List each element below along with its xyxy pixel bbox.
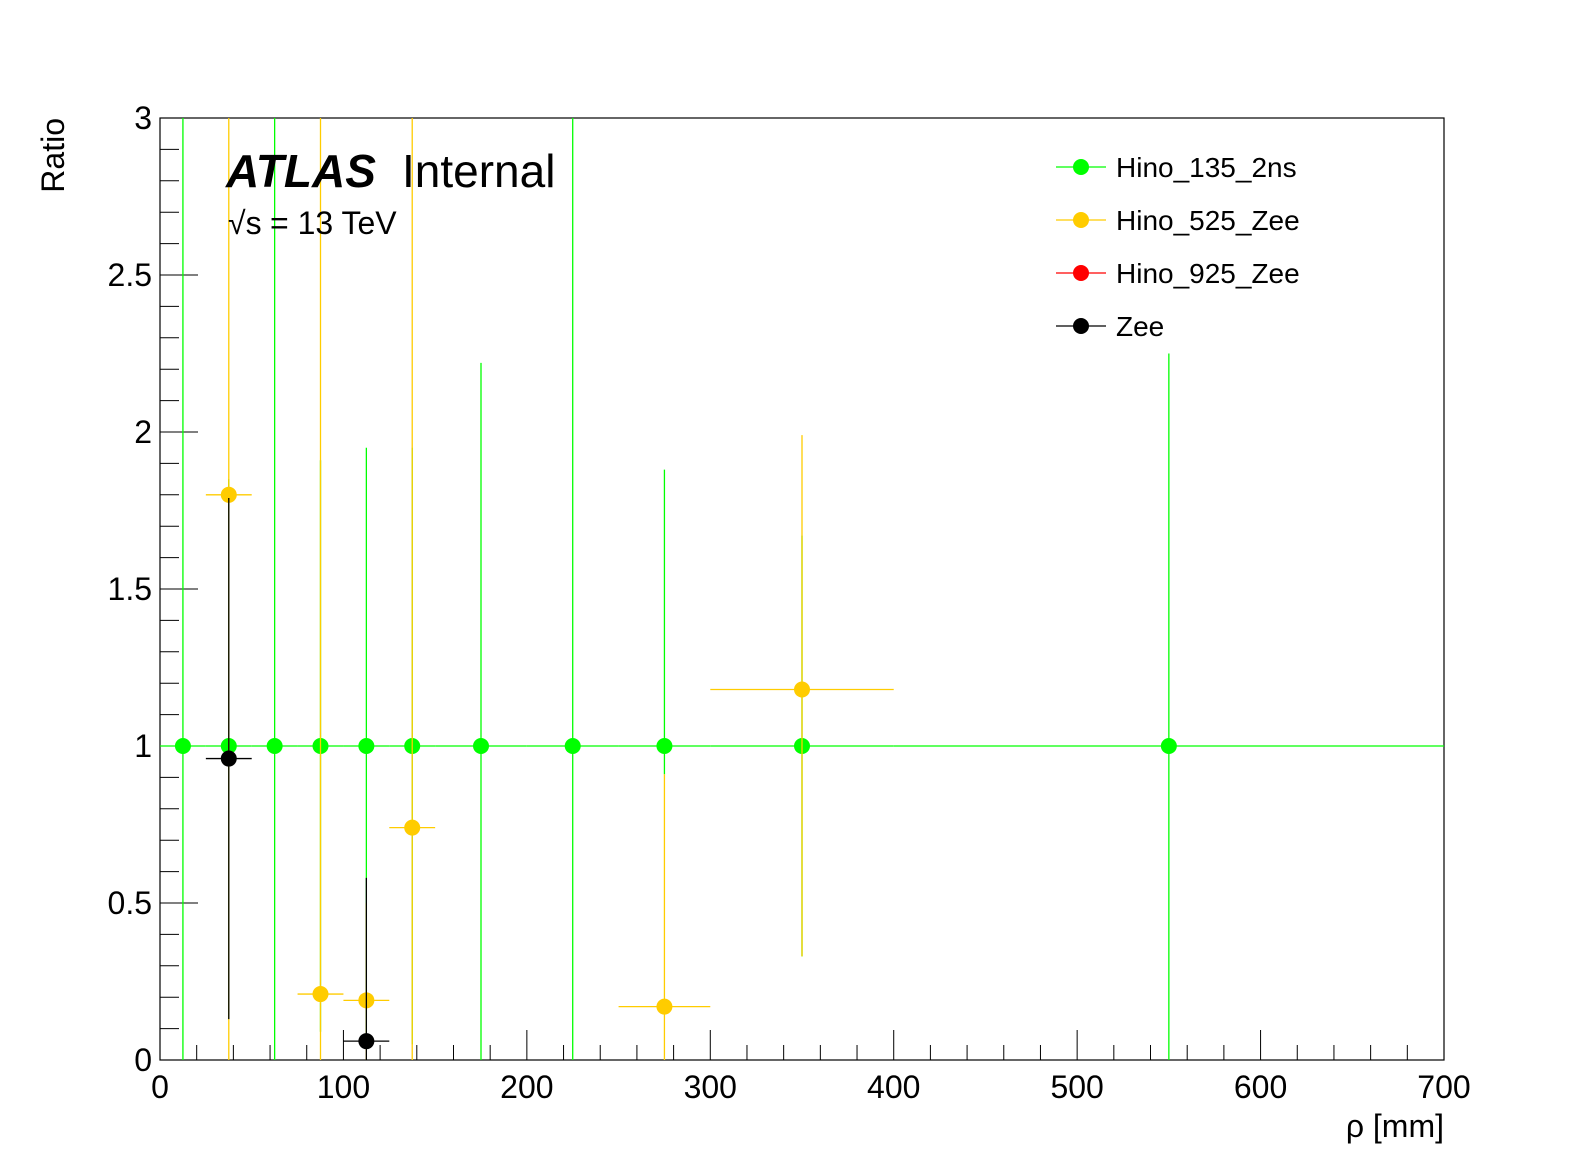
legend-label: Hino_525_Zee — [1116, 205, 1300, 236]
y-tick-label: 1.5 — [108, 571, 152, 607]
data-point — [656, 738, 673, 754]
y-tick-label: 2.5 — [108, 257, 152, 293]
data-point — [1160, 738, 1177, 754]
series-layer — [160, 118, 1444, 1060]
legend-marker — [1073, 318, 1089, 334]
x-tick-labels: 0 100 200 300 400 500 600 700 — [151, 1069, 1471, 1105]
y-tick-labels: 0 0.5 1 1.5 2 2.5 3 — [108, 100, 152, 1078]
x-tick-label: 700 — [1417, 1069, 1470, 1105]
x-tick-label: 100 — [317, 1069, 370, 1105]
data-point — [656, 998, 673, 1015]
data-point — [266, 738, 283, 754]
energy-label: = 13 TeV — [270, 205, 397, 241]
x-axis-title: ρ [mm] — [1346, 1108, 1444, 1144]
legend-item: Hino_525_Zee — [1056, 205, 1300, 236]
legend-label: Hino_925_Zee — [1116, 258, 1300, 289]
data-point — [312, 986, 329, 1003]
atlas-label: ATLAS — [225, 145, 376, 197]
x-tick-label: 200 — [500, 1069, 553, 1105]
legend-item: Hino_925_Zee — [1056, 258, 1300, 289]
y-axis-title: Ratio — [35, 118, 71, 193]
legend-marker — [1073, 212, 1089, 228]
data-point — [358, 738, 375, 754]
data-point — [794, 681, 810, 698]
legend-label: Hino_135_2ns — [1116, 152, 1297, 183]
legend-marker — [1073, 159, 1089, 175]
legend-marker — [1073, 265, 1089, 281]
legend-item: Zee — [1056, 311, 1164, 342]
data-point — [358, 1033, 375, 1050]
series-zee — [205, 497, 390, 1060]
y-tick-label: 0.5 — [108, 885, 152, 921]
x-tick-label: 600 — [1234, 1069, 1287, 1105]
axis-ticks — [159, 117, 1445, 1061]
legend-label: Zee — [1116, 311, 1164, 342]
data-point — [174, 738, 191, 754]
legend-item: Hino_135_2ns — [1056, 152, 1297, 183]
sqrt-s-label: √s — [228, 205, 262, 241]
x-tick-label: 300 — [684, 1069, 737, 1105]
legend: Hino_135_2ns Hino_525_Zee Hino_925_Zee Zee — [1056, 152, 1300, 342]
data-point — [404, 819, 421, 836]
x-tick-label: 400 — [867, 1069, 920, 1105]
x-tick-label: 500 — [1050, 1069, 1103, 1105]
y-tick-label: 1 — [134, 728, 152, 764]
atlas-status: Internal — [402, 145, 555, 197]
y-tick-label: 3 — [134, 100, 152, 136]
data-point — [220, 486, 237, 503]
data-point — [564, 738, 581, 754]
y-tick-label: 0 — [134, 1042, 152, 1078]
y-tick-label: 2 — [134, 414, 152, 450]
data-point — [473, 738, 489, 754]
data-point — [220, 750, 237, 767]
series-hino_525_zee — [205, 118, 894, 1060]
x-tick-label: 0 — [151, 1069, 169, 1105]
